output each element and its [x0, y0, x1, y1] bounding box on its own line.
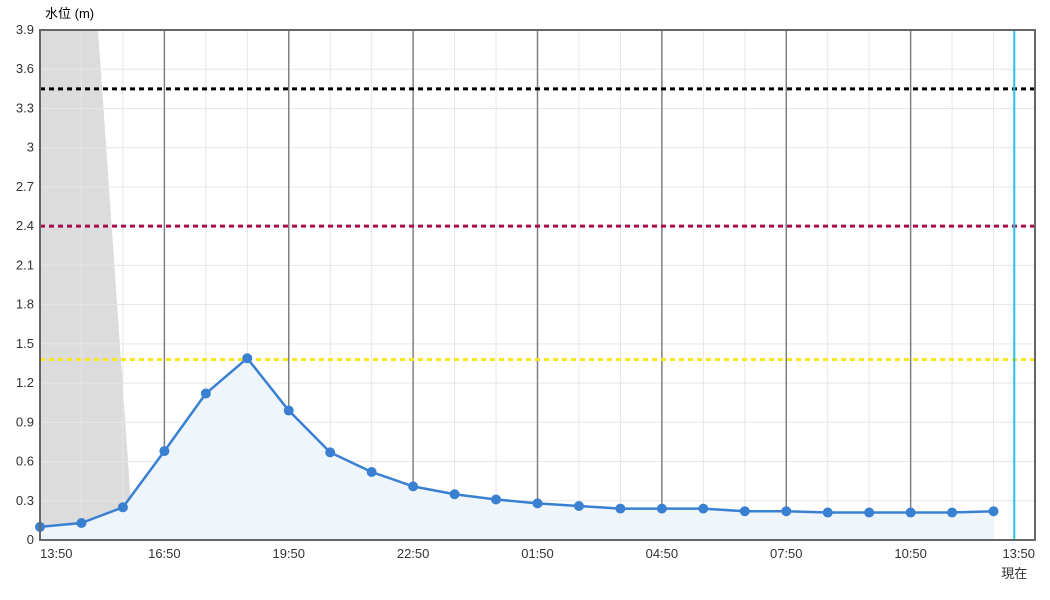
x-tick-label: 13:50: [40, 546, 73, 561]
y-tick-label: 2.7: [16, 179, 34, 194]
x-tick-label: 13:50: [1002, 546, 1035, 561]
y-tick-label: 0.3: [16, 493, 34, 508]
y-tick-label: 1.8: [16, 297, 34, 312]
y-tick-label: 2.4: [16, 218, 34, 233]
x-tick-label: 10:50: [894, 546, 927, 561]
y-tick-label: 3.6: [16, 61, 34, 76]
y-tick-label: 0.9: [16, 414, 34, 429]
y-tick-label: 3.9: [16, 22, 34, 37]
x-tick-label: 22:50: [397, 546, 430, 561]
now-label: 現在: [1001, 566, 1027, 581]
y-axis-title: 水位 (m): [45, 6, 94, 21]
y-tick-label: 3.3: [16, 100, 34, 115]
x-tick-label: 16:50: [148, 546, 181, 561]
water-level-chart: 0 0.3 0.6 0.9 1.2 1.5 1.8 2.1 2.4 2.7 3 3.3 3.6 3.9 水位…: [0, 0, 1050, 600]
x-tick-label: 07:50: [770, 546, 803, 561]
y-tick-label: 2.1: [16, 257, 34, 272]
x-tick-label: 04:50: [646, 546, 679, 561]
x-tick-label: 19:50: [272, 546, 305, 561]
y-tick-label: 0.6: [16, 454, 34, 469]
y-tick-label: 0: [27, 532, 34, 547]
y-tick-label: 1.2: [16, 375, 34, 390]
x-tick-label: 01:50: [521, 546, 554, 561]
y-tick-label: 3: [27, 140, 34, 155]
chart-svg: 0 0.3 0.6 0.9 1.2 1.5 1.8 2.1 2.4 2.7 3 3.3 3.6 3.9 水位…: [0, 0, 1050, 600]
y-tick-label: 1.5: [16, 336, 34, 351]
